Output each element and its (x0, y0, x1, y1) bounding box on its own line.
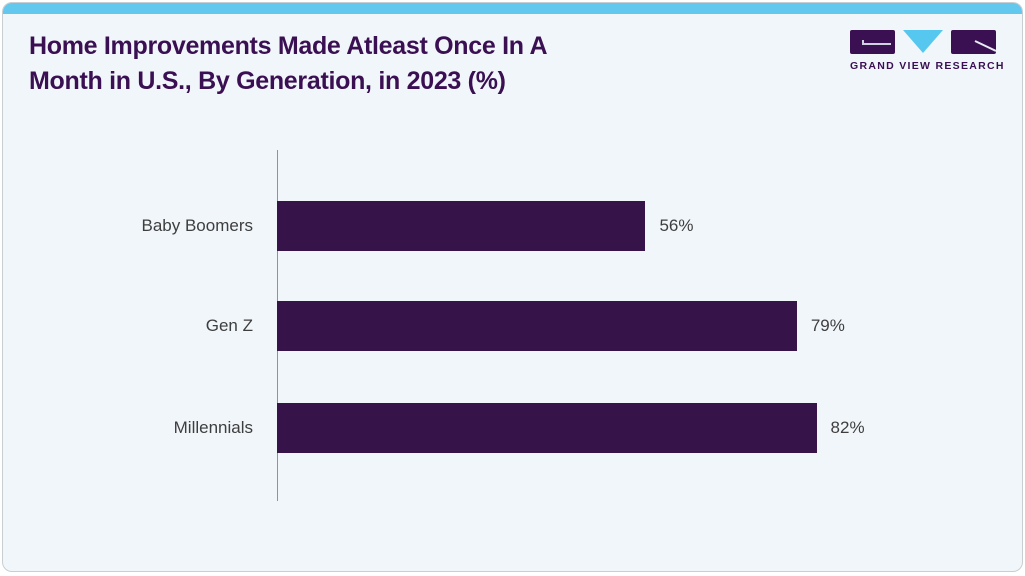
bar-row-millennials: Millennials 82% (28, 403, 935, 453)
value-label: 82% (830, 418, 865, 437)
category-label: Millennials (173, 418, 253, 437)
gvr-logo: GRAND VIEW RESEARCH (850, 30, 1005, 72)
bar-track: 79% (277, 301, 935, 351)
bar-baby-boomers (277, 201, 646, 251)
logo-v-icon (903, 30, 943, 53)
bar-track: 82% (277, 403, 935, 453)
gvr-logo-marks (850, 30, 996, 54)
category-label: Baby Boomers (141, 216, 254, 235)
value-label: 56% (659, 216, 694, 235)
bar-row-baby-boomers: Baby Boomers 56% (28, 201, 935, 251)
logo-r-icon (951, 30, 996, 54)
chart-title: Home Improvements Made Atleast Once In A… (29, 32, 548, 95)
category-label: Gen Z (205, 316, 253, 335)
bar-track: 56% (277, 201, 935, 251)
brand-name: GRAND VIEW RESEARCH (850, 60, 1005, 72)
top-accent-bar (3, 3, 1022, 14)
value-label: 79% (810, 316, 845, 335)
bar-gen-z (277, 301, 797, 351)
bar-chart: Baby Boomers 56% Gen Z 79% Millennials 8… (3, 3, 1022, 571)
bar-millennials (277, 403, 817, 453)
bar-row-gen-z: Gen Z 79% (28, 301, 935, 351)
logo-g-icon (850, 30, 895, 54)
